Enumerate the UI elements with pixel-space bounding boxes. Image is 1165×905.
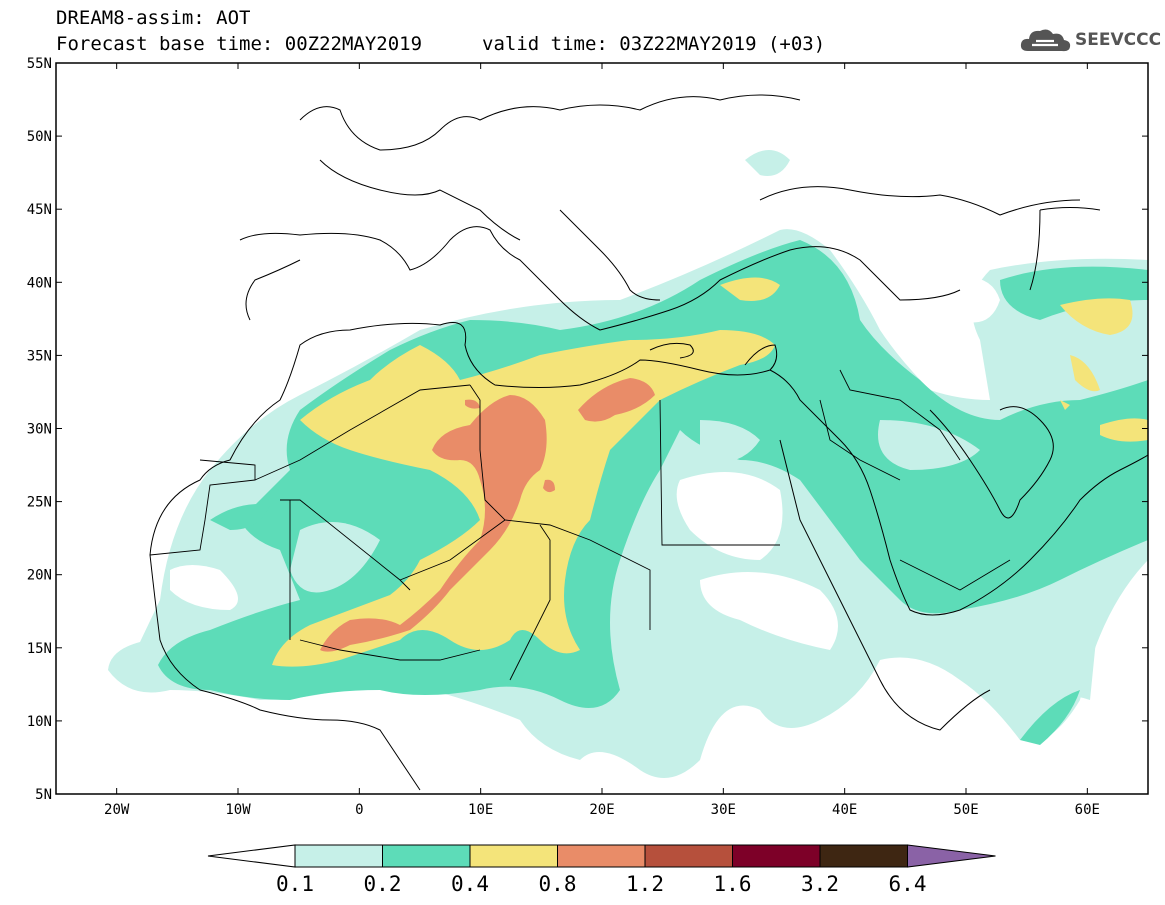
colorbar-swatch [294, 844, 383, 868]
map-title: DREAM8-assim: AOT [56, 7, 251, 29]
colorbar-swatch [557, 844, 646, 868]
colorbar-label: 1.2 [626, 872, 664, 896]
dust-aot-map: 55N 50N 45N 40N 35N 30N 25N 20N 15N 10N 5N 20W 10W 0… [27, 56, 1149, 818]
lon-label: 30E [711, 802, 736, 818]
aot-0.4-0.8-region [272, 277, 1148, 667]
colorbar-over-triangle [907, 844, 996, 868]
latitude-axis: 55N 50N 45N 40N 35N 30N 25N 20N 15N 10N 5N [27, 56, 1148, 803]
lon-label: 20W [104, 802, 130, 818]
aot-0.8-1.2-region [320, 378, 655, 652]
lat-label: 5N [35, 787, 52, 803]
seevccc-logo: SEEVCCC [1018, 24, 1161, 56]
cloud-icon [1020, 29, 1071, 52]
colorbar-swatch [382, 844, 471, 868]
lat-label: 20N [27, 568, 52, 584]
colorbar-swatch [819, 844, 908, 868]
colorbar-label: 1.6 [713, 872, 752, 896]
country-borders [149, 369, 1011, 681]
colorbar-swatch [469, 844, 558, 868]
aot-0.1-0.2-pocket [290, 420, 980, 593]
lat-label: 55N [27, 56, 52, 72]
coastlines-borders [149, 94, 1148, 791]
clear-air-region [170, 277, 1000, 650]
colorbar-label: 0.8 [538, 872, 577, 896]
valid-time: valid time: 03Z22MAY2019 (+03) [482, 33, 826, 55]
lat-label: 30N [27, 422, 52, 438]
lat-label: 50N [27, 129, 52, 145]
colorbar-swatch [644, 844, 733, 868]
lon-label: 50E [953, 802, 978, 818]
colorbar-label: 0.4 [451, 872, 489, 896]
colorbar-label: 0.2 [363, 872, 402, 896]
lat-label: 15N [27, 641, 52, 657]
lon-label: 10E [468, 802, 493, 818]
colorbar-label: 6.4 [888, 872, 927, 896]
lat-label: 35N [27, 348, 52, 364]
lon-label: 60E [1075, 802, 1100, 818]
lon-label: 40E [832, 802, 857, 818]
lon-label: 20E [589, 802, 614, 818]
forecast-base-time: Forecast base time: 00Z22MAY2019 [56, 33, 423, 55]
logo-text: SEEVCCC [1075, 30, 1162, 50]
lat-label: 40N [27, 275, 52, 291]
longitude-axis: 20W 10W 0 10E 20E 30E 40E 50E 60E [104, 63, 1100, 818]
lon-label: 0 [355, 802, 363, 818]
lat-label: 45N [27, 202, 52, 218]
colorbar-swatch [732, 844, 821, 868]
colorbar-label: 3.2 [801, 872, 839, 896]
lat-label: 10N [27, 714, 52, 730]
lat-label: 25N [27, 495, 52, 511]
colorbar-label: 0.1 [276, 872, 314, 896]
colorbar-under-triangle [207, 844, 296, 868]
lon-label: 10W [225, 802, 251, 818]
